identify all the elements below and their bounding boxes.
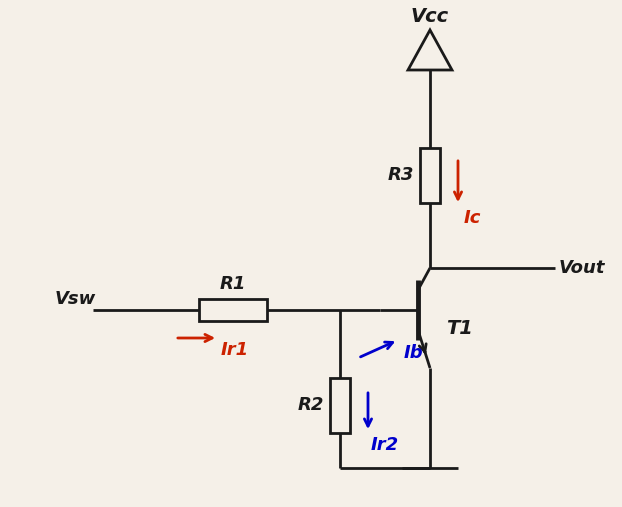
Polygon shape <box>408 30 452 70</box>
Text: Ir2: Ir2 <box>371 436 399 454</box>
Bar <box>420 148 440 202</box>
Bar <box>330 378 350 432</box>
Text: R2: R2 <box>297 396 324 414</box>
Text: Ir1: Ir1 <box>221 341 249 359</box>
Text: Ib: Ib <box>404 344 424 362</box>
Text: T1: T1 <box>446 318 473 338</box>
Bar <box>199 299 267 321</box>
Text: R3: R3 <box>388 166 414 184</box>
Text: Vsw: Vsw <box>55 290 96 308</box>
Text: R1: R1 <box>220 275 246 293</box>
Text: Vout: Vout <box>559 259 605 277</box>
Text: Vcc: Vcc <box>411 7 449 26</box>
Text: Ic: Ic <box>464 209 481 227</box>
